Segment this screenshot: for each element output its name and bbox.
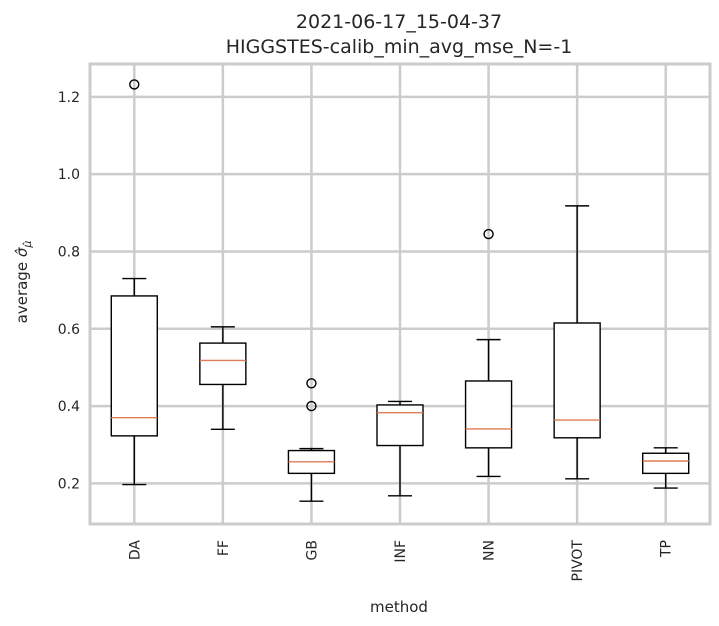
box-da [110, 79, 158, 486]
y-axis-label-symbol: σ̂ [13, 247, 31, 257]
iqr-box [376, 404, 424, 447]
box-pivot [553, 205, 601, 480]
x-axis-label: method [370, 598, 428, 616]
y-axis-label-prefix: average [13, 257, 31, 323]
iqr-box [110, 295, 158, 437]
x-tick-label: TP [659, 540, 675, 558]
iqr-box [642, 452, 690, 475]
y-tick-label: 0.2 [58, 476, 80, 492]
x-tick-label: DA [127, 540, 143, 561]
outlier-point [129, 79, 140, 90]
iqr-box [464, 380, 513, 449]
outlier-point [483, 228, 494, 240]
outlier-point [306, 400, 317, 412]
y-tick-label: 0.4 [58, 399, 80, 415]
outlier-point [306, 378, 317, 389]
box-marks [110, 79, 690, 502]
box-tp [642, 447, 690, 489]
x-tick-label: NN [482, 540, 498, 561]
chart-title-line1: 2021-06-17_15-04-37 [296, 11, 502, 33]
y-tick-label: 1.0 [58, 167, 80, 183]
x-tick-label: INF [393, 540, 409, 563]
y-axis-label: average σ̂μ̂ [13, 241, 34, 324]
x-tick-label: PIVOT [570, 540, 586, 582]
x-tick-label: FF [216, 540, 232, 556]
y-axis-label-subscript: μ̂ [21, 241, 34, 249]
x-tick-labels: DA FF GB INF NN PIVOT TP [127, 540, 674, 582]
y-tick-labels: 0.2 0.4 0.6 0.8 1.0 1.2 [58, 90, 80, 493]
y-tick-label: 0.6 [58, 322, 80, 338]
chart-title-line2: HIGGSTES-calib_min_avg_mse_N=-1 [226, 36, 573, 58]
y-tick-label: 1.2 [58, 90, 80, 106]
box-ff [199, 326, 247, 430]
box-inf [376, 400, 424, 497]
iqr-box [199, 342, 247, 386]
box-nn [464, 228, 513, 478]
x-tick-label: GB [304, 540, 320, 560]
box-gb [287, 378, 336, 502]
iqr-box [553, 322, 601, 439]
y-tick-label: 0.8 [58, 244, 80, 260]
plot-frame [88, 62, 712, 526]
